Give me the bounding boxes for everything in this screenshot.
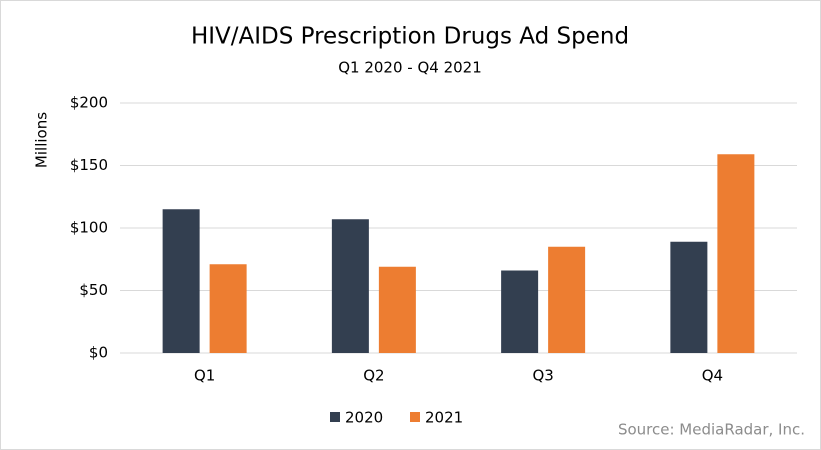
chart-title: HIV/AIDS Prescription Drugs Ad Spend (191, 24, 629, 50)
legend-swatch (410, 412, 420, 422)
legend-swatch (330, 412, 340, 422)
chart-subtitle: Q1 2020 - Q4 2021 (338, 59, 482, 77)
bar (717, 154, 755, 353)
x-tick-label: Q2 (363, 367, 384, 385)
bar (501, 270, 539, 353)
x-tick-label: Q4 (702, 367, 723, 385)
legend-label: 2020 (345, 409, 383, 427)
y-tick-label: $50 (79, 281, 108, 299)
y-tick-label: $150 (70, 156, 108, 174)
bar (378, 266, 416, 353)
bar (209, 264, 247, 353)
y-tick-label: $200 (70, 94, 108, 112)
x-tick-label: Q1 (194, 367, 215, 385)
bar (162, 209, 200, 353)
bar (548, 246, 586, 353)
source-note: Source: MediaRadar, Inc. (618, 421, 805, 439)
x-tick-label: Q3 (532, 367, 553, 385)
y-axis-label: Millions (33, 112, 51, 168)
bar (670, 241, 708, 353)
bar (331, 219, 369, 353)
legend-label: 2021 (425, 409, 463, 427)
y-tick-label: $0 (89, 344, 108, 362)
y-tick-label: $100 (70, 219, 108, 237)
